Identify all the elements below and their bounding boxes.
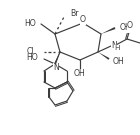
Polygon shape <box>98 52 109 60</box>
Text: O: O <box>127 21 133 30</box>
Text: HO: HO <box>26 53 38 63</box>
Text: OH: OH <box>120 23 132 33</box>
Text: H: H <box>114 45 120 51</box>
Polygon shape <box>54 52 60 64</box>
Text: N: N <box>111 41 117 50</box>
Text: Cl: Cl <box>26 48 34 57</box>
Text: N: N <box>53 63 59 72</box>
Text: OH: OH <box>113 57 125 65</box>
Text: OH: OH <box>74 68 86 77</box>
Text: O: O <box>80 16 86 24</box>
Polygon shape <box>101 27 116 34</box>
Text: Br: Br <box>70 9 79 18</box>
Text: HO: HO <box>24 18 36 28</box>
